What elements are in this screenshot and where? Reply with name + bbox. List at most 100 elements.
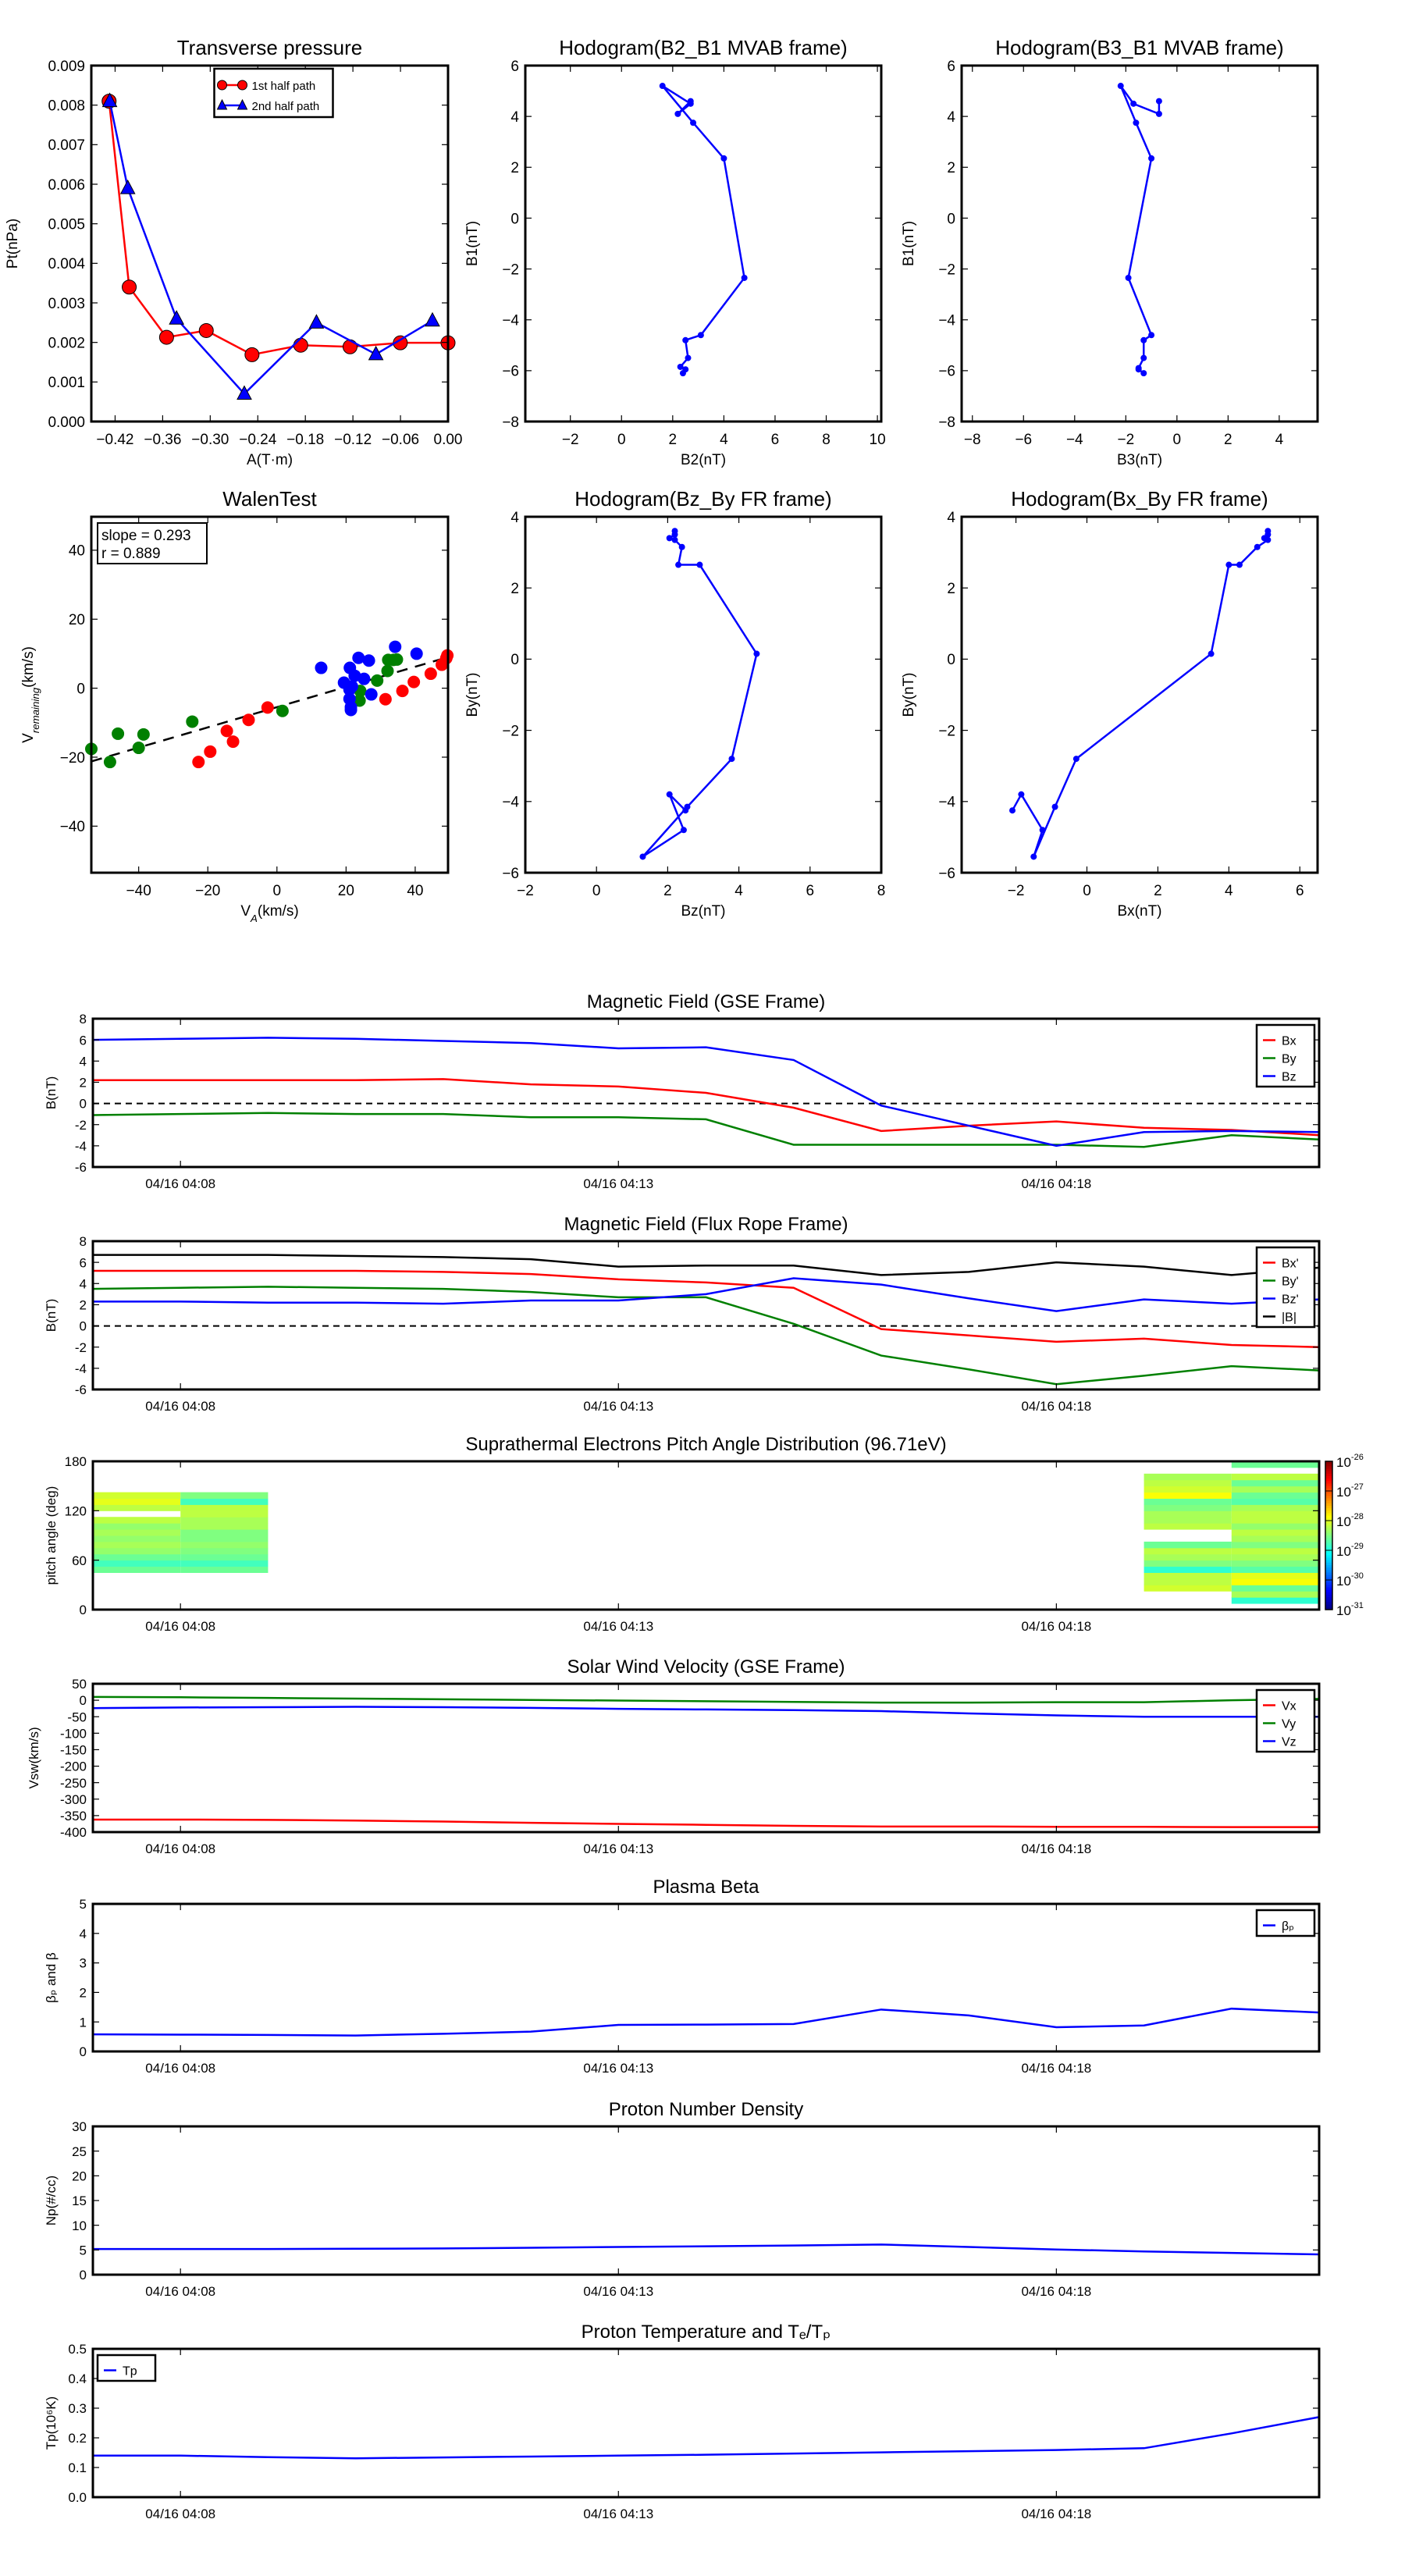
heatmap-cell <box>180 1504 269 1511</box>
x-tick-label: 04/16 04:08 <box>145 2507 215 2521</box>
legend-label: Bz' <box>1282 1293 1299 1307</box>
legend-label: Bx <box>1282 1035 1297 1048</box>
y-tick-label: 6 <box>947 59 955 75</box>
colorbar-segment <box>1325 1517 1332 1521</box>
x-tick-label: 0.00 <box>434 432 463 448</box>
x-tick-label: −20 <box>195 883 220 899</box>
x-axis-label: Bx(nT) <box>1118 903 1162 920</box>
y-tick-label: 0 <box>80 1319 87 1334</box>
axes-frame <box>90 64 450 423</box>
magnetic-field-fr-chart: 04/16 04:08 04/16 04:13 04/16 04:18 -6 -4 -2 0… <box>44 1214 1321 1414</box>
data-point <box>381 664 394 678</box>
data-point <box>276 704 289 717</box>
series-line <box>92 1037 1320 1147</box>
y-tick-label: 0 <box>80 1693 87 1708</box>
legend: Tp <box>96 2354 157 2382</box>
y-tick-label: -4 <box>75 1361 87 1376</box>
x-tick-label: 0 <box>1173 432 1182 448</box>
x-tick-label: 6 <box>806 883 815 899</box>
x-tick-label: −0.24 <box>239 432 277 448</box>
y-tick-label: 0.005 <box>48 217 85 233</box>
x-tick-label: 4 <box>735 883 743 899</box>
data-point <box>1225 561 1232 568</box>
y-tick-label: 0 <box>510 211 519 227</box>
heatmap-cell <box>1231 1485 1319 1493</box>
y-tick-label: 4 <box>80 1927 87 1941</box>
chart-title: Suprathermal Electrons Pitch Angle Distr… <box>465 1434 946 1455</box>
series-1st half path <box>101 94 456 362</box>
data-point <box>753 650 760 657</box>
legend: Bx' By' Bz' |B| <box>1255 1246 1316 1329</box>
colorbar-exponent: -27 <box>1351 1482 1364 1492</box>
y-tick-label: -50 <box>67 1710 87 1724</box>
series-line <box>92 1112 1320 1148</box>
x-tick-label: −0.18 <box>286 432 324 448</box>
heatmap-cell <box>1144 1485 1232 1493</box>
y-tick-label: 0.4 <box>68 2371 87 2386</box>
colorbar-segment <box>1325 1481 1332 1484</box>
data-point <box>678 543 685 550</box>
y-tick-label: −6 <box>938 866 955 882</box>
data-point <box>204 745 217 758</box>
y-tick-label: 4 <box>947 510 955 526</box>
x-tick-label: −6 <box>1015 432 1032 448</box>
axes-frame <box>91 1460 1321 1611</box>
y-tick-label: 0.004 <box>48 256 85 272</box>
y-tick-label: −2 <box>938 723 955 739</box>
colorbar-segment <box>1325 1582 1332 1585</box>
y-tick-label: 6 <box>80 1033 87 1048</box>
heatmap-cell <box>180 1560 269 1567</box>
data-point <box>244 347 260 362</box>
colorbar-segment <box>1325 1557 1332 1561</box>
heatmap-cell <box>180 1547 269 1555</box>
colorbar-exponent: -31 <box>1351 1601 1364 1610</box>
y-tick-label: 180 <box>65 1454 87 1469</box>
colorbar-segment <box>1325 1553 1332 1556</box>
heatmap-cell <box>180 1566 269 1573</box>
y-tick-label: 6 <box>80 1255 87 1270</box>
series-line <box>108 101 433 396</box>
colorbar-segment <box>1325 1466 1332 1469</box>
x-tick-label: 0 <box>617 432 626 448</box>
heatmap-cell <box>1144 1560 1232 1567</box>
colorbar-tick-label: 10-30 <box>1336 1571 1364 1589</box>
x-axis-label: B3(nT) <box>1117 452 1162 468</box>
data-point <box>308 314 325 329</box>
x-tick-label: −0.06 <box>382 432 419 448</box>
heatmap-cell <box>93 1517 181 1524</box>
heatmap-cell <box>1144 1547 1232 1555</box>
colorbar-segment <box>1325 1606 1332 1610</box>
x-tick-label: 04/16 04:13 <box>583 2284 653 2299</box>
heatmap-cell <box>93 1553 181 1561</box>
x-tick-label: 04/16 04:13 <box>583 1619 653 1634</box>
colorbar-segment <box>1325 1483 1332 1487</box>
y-tick-label: -2 <box>75 1340 87 1355</box>
legend-marker <box>237 98 248 110</box>
colorbar-segment <box>1325 1560 1332 1564</box>
heatmap-cell <box>180 1523 269 1530</box>
y-axis-label-part: remaining <box>30 687 41 733</box>
series-B3-B1 <box>1117 83 1162 377</box>
heatmap-cell <box>1144 1566 1232 1573</box>
x-tick-label: −0.42 <box>96 432 133 448</box>
colorbar-segment <box>1325 1528 1332 1532</box>
colorbar-segment <box>1325 1595 1332 1598</box>
colorbar-segment <box>1325 1508 1332 1511</box>
heatmap-cell <box>1231 1553 1319 1561</box>
axes-frame <box>91 1682 1321 1834</box>
x-tick-label: −40 <box>126 883 151 899</box>
y-tick-label: 8 <box>80 1012 87 1026</box>
heatmap-cell <box>1231 1591 1319 1598</box>
series-line <box>642 531 758 858</box>
heatmap-cell <box>93 1523 181 1530</box>
colorbar-segment <box>1325 1476 1332 1479</box>
colorbar-segment <box>1325 1498 1332 1502</box>
heatmap-cell <box>1231 1566 1319 1573</box>
colorbar-segment <box>1325 1570 1332 1573</box>
series-line <box>93 1078 1320 1137</box>
y-tick-label: 2 <box>80 1298 87 1313</box>
data-point <box>639 853 646 860</box>
data-point <box>158 329 174 345</box>
legend-marker <box>237 80 247 91</box>
y-tick-label: 40 <box>69 543 85 560</box>
